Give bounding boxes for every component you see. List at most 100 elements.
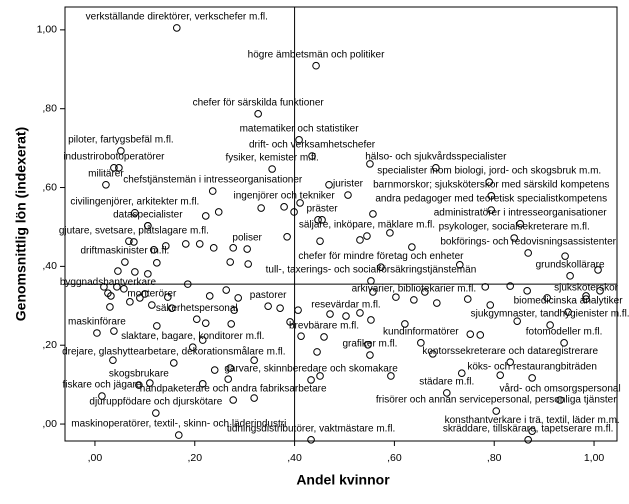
point-label: grundskollärare [536, 259, 605, 270]
point [93, 329, 101, 337]
point [524, 436, 532, 444]
point-label: sjukgymnaster, tandhygienister m.fl. [471, 309, 629, 320]
point-label: brevbärare m.fl. [289, 321, 359, 332]
point [543, 294, 551, 302]
point [433, 299, 441, 307]
point-label: fysiker, kemister m.fl. [225, 153, 318, 164]
point [312, 61, 320, 70]
point [243, 245, 251, 253]
point [492, 407, 501, 415]
plot-frame [64, 6, 618, 442]
point [308, 152, 316, 160]
point [485, 178, 494, 186]
point [356, 309, 364, 317]
point [172, 24, 181, 32]
point [121, 258, 129, 266]
point [290, 208, 298, 216]
point [250, 356, 258, 364]
point [195, 240, 204, 248]
point-label: konsthantverkare i trä, textil, läder m.… [445, 415, 620, 426]
point-label: slaktare, bagare, konditorer m.fl. [121, 331, 264, 342]
point [476, 331, 485, 339]
point [250, 394, 258, 402]
point [209, 244, 218, 252]
point [286, 318, 294, 326]
point [596, 287, 604, 295]
point [210, 366, 219, 374]
point-label: administratörer i intresseorganisationer [434, 207, 608, 218]
point [280, 203, 288, 211]
point [564, 308, 572, 316]
point-label: pastorer [250, 290, 287, 301]
point-label: resevärdar m.fl. [311, 300, 380, 311]
y-tick-label: 1,00 [37, 24, 58, 36]
point [513, 317, 521, 325]
point [264, 302, 272, 310]
point [162, 242, 170, 250]
point [561, 252, 569, 260]
point [566, 272, 574, 280]
point [107, 292, 115, 300]
point [257, 204, 265, 212]
point-label: verkställande direktörer, verkschefer m.… [86, 12, 268, 23]
point-label: psykologer, socialsekreterare m.fl. [439, 222, 590, 233]
point-label: fiskare och jägare [62, 380, 141, 391]
point [481, 283, 490, 291]
point-label: tull-, taxerings- och socialförsäkringst… [266, 265, 477, 276]
point [164, 293, 172, 301]
point [227, 320, 235, 328]
point-label: dataspecialister [113, 209, 183, 220]
point [131, 208, 139, 217]
point [344, 191, 352, 199]
point [408, 243, 416, 251]
point [387, 372, 395, 380]
point-label: skogsbrukare [109, 369, 169, 380]
point [466, 330, 475, 338]
point [443, 389, 451, 397]
point-label: barnmorskor; sjuksköterskor med särskild… [373, 179, 609, 190]
point-label: andra pedagoger med teoretisk specialist… [375, 194, 607, 205]
point-label: fotomodeller m.fl. [526, 326, 603, 337]
x-tick-label: ,20 [187, 452, 202, 464]
x-axis-title: Andel kvinnor [296, 472, 390, 488]
point [170, 359, 178, 367]
point [487, 192, 496, 200]
point [523, 287, 531, 295]
point-label: köks- och restaurangbiträden [467, 362, 597, 373]
point [114, 267, 122, 275]
point-label: bokförings- och redovisningsassistenter [440, 237, 616, 248]
point [183, 280, 192, 288]
point [556, 396, 564, 404]
y-tick-label: ,20 [42, 339, 57, 351]
x-tick-label: ,80 [487, 452, 502, 464]
point [528, 374, 536, 382]
point [130, 238, 138, 246]
point [594, 266, 602, 274]
point-label: säljare, inköpare, mäklare m.fl. [299, 220, 435, 231]
x-tick-label: ,00 [88, 452, 103, 464]
point [226, 364, 235, 372]
point [115, 164, 123, 172]
point [296, 199, 304, 207]
point [268, 165, 276, 173]
point [297, 332, 305, 340]
x-tick-label: ,60 [387, 452, 402, 464]
point-label: djuruppfödare och djurskötare [89, 397, 222, 408]
point [174, 431, 183, 439]
point [506, 358, 514, 366]
point [325, 180, 333, 189]
point-label: industrirobotoperatörer [63, 151, 165, 162]
point [294, 306, 302, 314]
point-label: hälso- och sjukvårdsspecialister [365, 150, 507, 162]
point [364, 341, 372, 349]
point-label: präster [306, 204, 338, 215]
point [102, 180, 110, 189]
point-label: kontorssekreterare och dataregistrerare [422, 346, 598, 357]
y-tick-label: ,00 [42, 418, 57, 430]
point [131, 268, 139, 276]
point [401, 320, 409, 328]
point [410, 296, 418, 304]
point [363, 232, 371, 240]
point [144, 221, 152, 230]
